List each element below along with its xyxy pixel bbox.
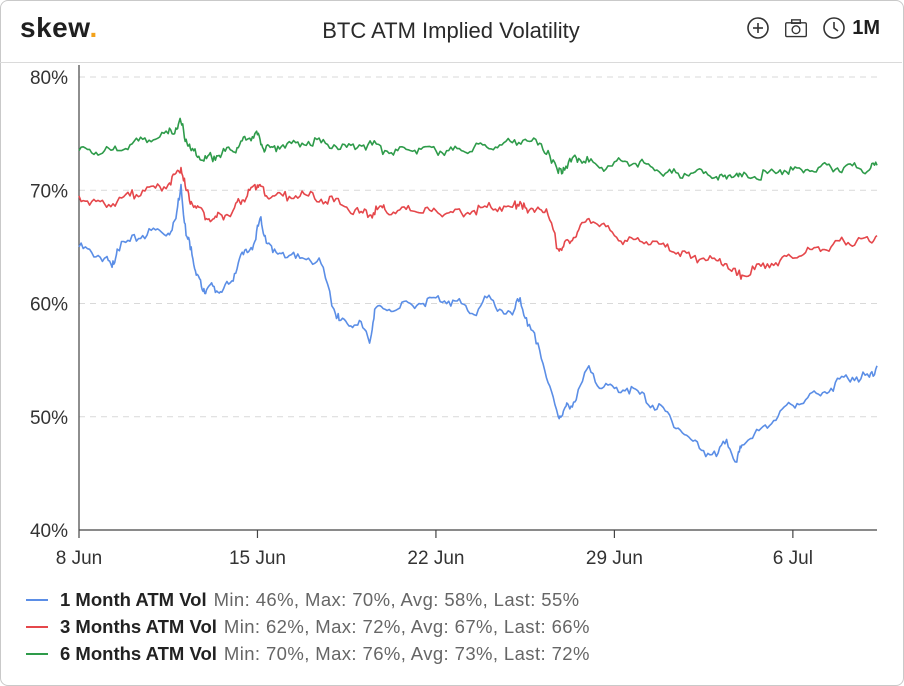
logo-text: skew (20, 12, 90, 43)
x-tick-label: 6 Jul (773, 548, 813, 569)
legend-swatch-6-months (26, 652, 48, 655)
skew-logo: skew. (20, 12, 98, 44)
range-selector[interactable]: 1M (822, 16, 880, 40)
legend-item-6-months[interactable]: 6 Months ATM Vol Min: 70%, Max: 76%, Avg… (26, 640, 590, 667)
series-line-6-months (78, 117, 878, 181)
legend-item-1-month[interactable]: 1 Month ATM Vol Min: 46%, Max: 70%, Avg:… (26, 586, 590, 613)
y-tick-label: 70% (30, 181, 68, 202)
y-tick-label: 80% (30, 68, 68, 89)
x-tick-label: 8 Jun (56, 548, 102, 569)
chart-title: BTC ATM Implied Volatility (322, 18, 580, 43)
clock-icon (823, 17, 846, 39)
range-label: 1M (852, 16, 880, 39)
zoom-in-icon[interactable] (746, 16, 770, 40)
legend-series-name: 6 Months ATM Vol (60, 642, 217, 664)
legend-swatch-3-months (26, 625, 48, 628)
legend-series-stats: Min: 46%, Max: 70%, Avg: 58%, Last: 55% (213, 588, 580, 610)
header-divider (0, 62, 902, 63)
y-tick-label: 40% (30, 521, 68, 542)
logo-dot: . (89, 12, 98, 43)
legend-item-3-months[interactable]: 3 Months ATM Vol Min: 62%, Max: 72%, Avg… (26, 613, 590, 640)
x-tick-label: 22 Jun (407, 548, 464, 569)
camera-icon[interactable] (784, 16, 808, 40)
y-tick-label: 50% (30, 408, 68, 429)
legend-series-stats: Min: 70%, Max: 76%, Avg: 73%, Last: 72% (223, 642, 590, 664)
x-tick-label: 29 Jun (586, 548, 643, 569)
legend-series-name: 1 Month ATM Vol (60, 588, 207, 610)
legend-swatch-1-month (26, 598, 48, 601)
chart-legend: 1 Month ATM Vol Min: 46%, Max: 70%, Avg:… (26, 586, 590, 667)
x-tick-label: 15 Jun (229, 548, 286, 569)
chart-toolbar: 1M (746, 16, 880, 40)
series-line-3-months (78, 166, 878, 280)
legend-series-name: 3 Months ATM Vol (60, 615, 217, 637)
legend-series-stats: Min: 62%, Max: 72%, Avg: 67%, Last: 66% (223, 615, 590, 637)
series-line-1-month (78, 183, 878, 463)
chart-header: skew. BTC ATM Implied Volatility 1M (0, 0, 902, 62)
y-tick-label: 60% (30, 295, 68, 316)
